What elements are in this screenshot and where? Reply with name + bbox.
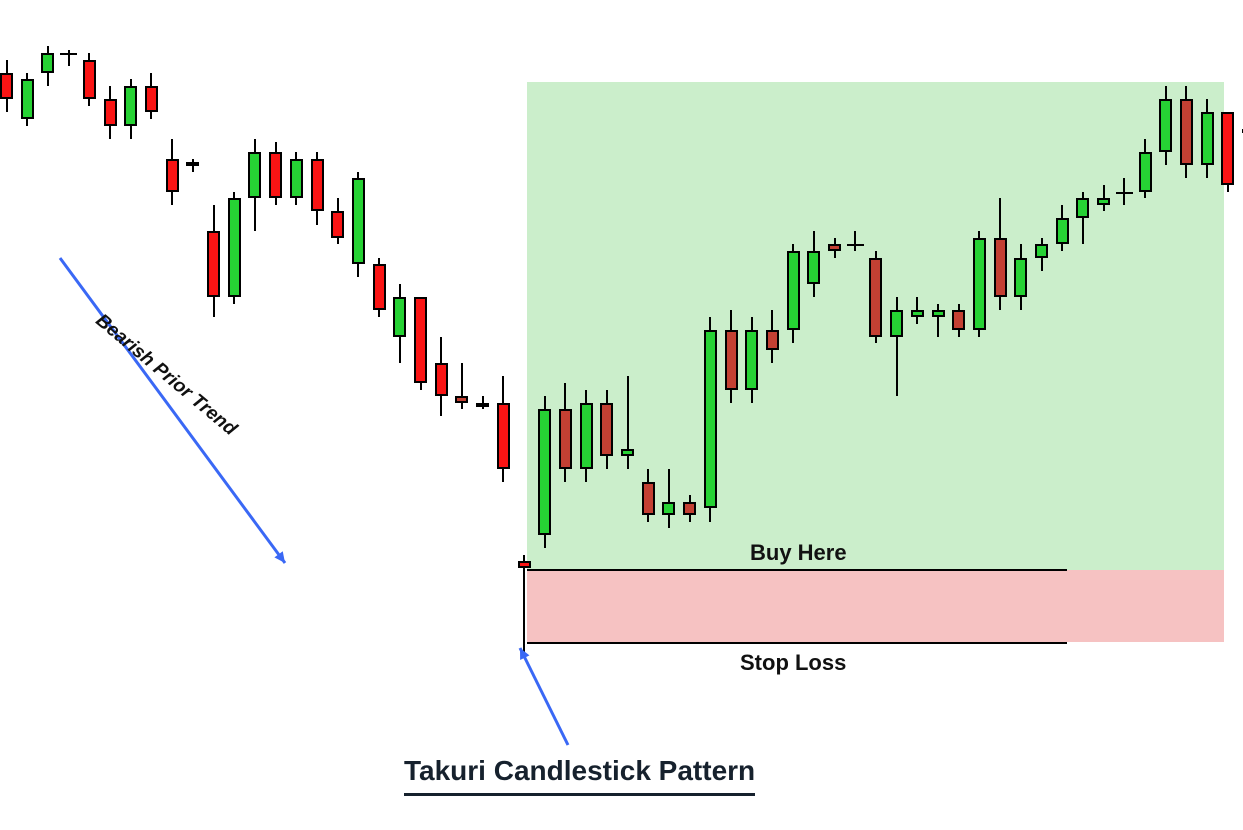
candle [290, 152, 303, 205]
buy-line [527, 569, 1067, 571]
candle [766, 310, 779, 363]
candle [807, 231, 820, 297]
candle [1221, 112, 1234, 191]
candlestick-chart: Bearish Prior Trend Buy Here Stop Loss T… [0, 0, 1243, 830]
candle [869, 251, 882, 343]
candle [1118, 178, 1131, 204]
candle [62, 50, 75, 67]
candle [745, 317, 758, 403]
candle [331, 198, 344, 244]
candle [559, 383, 572, 482]
candle [145, 73, 158, 119]
candle [580, 390, 593, 482]
buy-here-label: Buy Here [750, 540, 847, 566]
candle [269, 142, 282, 205]
candle [1097, 185, 1110, 211]
candle [911, 297, 924, 323]
candle [994, 198, 1007, 310]
candle [373, 258, 386, 317]
candle [849, 231, 862, 251]
candle [973, 231, 986, 337]
candle [393, 284, 406, 363]
candle [704, 317, 717, 522]
candle [890, 297, 903, 396]
pattern-arrow [505, 633, 583, 760]
candle [497, 376, 510, 482]
candle [725, 310, 738, 402]
chart-title: Takuri Candlestick Pattern [404, 755, 755, 796]
candle [1076, 192, 1089, 245]
candle [455, 363, 468, 409]
candle [124, 79, 137, 138]
candle [683, 495, 696, 521]
candle [621, 376, 634, 468]
candle [932, 304, 945, 337]
candle [186, 159, 199, 172]
stoploss-line [527, 642, 1067, 644]
candle [83, 53, 96, 106]
candle [1014, 244, 1027, 310]
candle [1056, 205, 1069, 251]
candle [0, 60, 13, 113]
candle [538, 396, 551, 548]
candle [1180, 86, 1193, 178]
candle [600, 390, 613, 469]
candle [1035, 238, 1048, 271]
trend-arrow [45, 243, 300, 578]
candle [787, 244, 800, 343]
candle [1159, 86, 1172, 165]
candle [642, 469, 655, 522]
candle [21, 73, 34, 126]
stop-loss-label: Stop Loss [740, 650, 846, 676]
candle [352, 172, 365, 278]
candle [41, 46, 54, 86]
candle [104, 86, 117, 139]
candle [828, 238, 841, 258]
candle [1201, 99, 1214, 178]
candle [248, 139, 261, 231]
candle [1139, 139, 1152, 198]
candle [476, 396, 489, 409]
candle [662, 469, 675, 528]
stoploss-zone [527, 570, 1224, 642]
candle [311, 152, 324, 225]
candle [166, 139, 179, 205]
candle [414, 310, 427, 389]
candle [435, 337, 448, 416]
candle [952, 304, 965, 337]
